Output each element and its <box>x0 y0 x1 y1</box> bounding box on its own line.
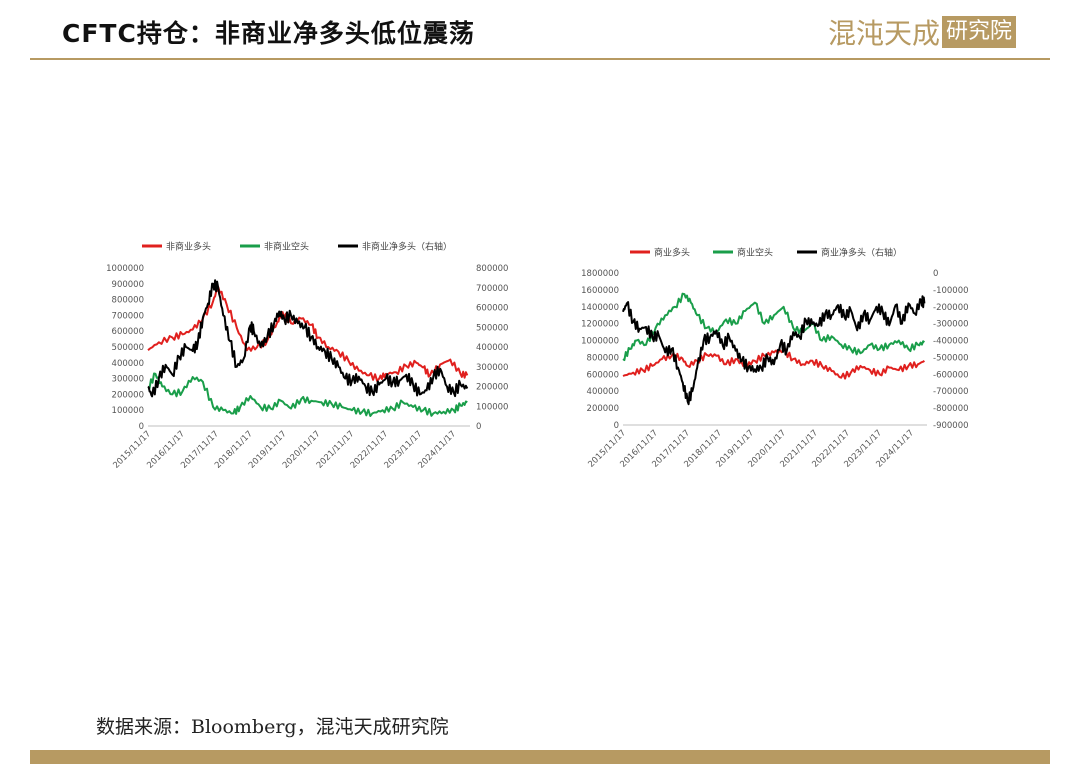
y-left-tick-label: 800000 <box>587 353 619 363</box>
y-left-tick-label: 0 <box>614 421 619 431</box>
y-left-tick-label: 300000 <box>112 375 144 385</box>
y-right-tick-label: -600000 <box>933 370 969 380</box>
series-line-1 <box>147 372 468 417</box>
y-left-tick-label: 700000 <box>112 311 144 321</box>
series-line-1 <box>622 292 925 362</box>
y-right-tick-label: -400000 <box>933 337 969 347</box>
chart-noncommercial-positions: 0 100000 200000 300000 400000 500000 600000 700… <box>106 241 508 471</box>
y-left-tick-label: 600000 <box>587 370 619 380</box>
y-right-tick-label: 600000 <box>476 304 508 314</box>
y-right-tick-label: -700000 <box>933 387 969 397</box>
legend-label: 商业空头 <box>737 247 773 259</box>
y-right-tick-label: -500000 <box>933 353 969 363</box>
y-left-tick-label: 1400000 <box>581 303 619 313</box>
data-source-note: 数据来源：Bloomberg，混沌天成研究院 <box>96 716 449 738</box>
y-left-tick-label: 1000000 <box>106 264 144 274</box>
legend-label: 非商业净多头（右轴） <box>362 241 452 253</box>
y-right-tick-label: 500000 <box>476 323 508 333</box>
legend-label: 非商业多头 <box>166 241 211 253</box>
y-right-tick-label: -900000 <box>933 421 969 431</box>
y-right-tick-label: -300000 <box>933 320 969 330</box>
y-left-tick-label: 400000 <box>587 387 619 397</box>
y-right-tick-label: 200000 <box>476 383 508 393</box>
y-right-tick-label: 800000 <box>476 264 508 274</box>
y-left-tick-label: 800000 <box>112 296 144 306</box>
y-left-tick-label: 400000 <box>112 359 144 369</box>
brand-logo: 混沌天成 研究院 <box>828 12 1017 52</box>
logo-brand-text: 混沌天成 <box>828 17 941 50</box>
y-right-tick-label: -100000 <box>933 286 969 296</box>
legend-label: 商业净多头（右轴） <box>821 247 902 259</box>
y-right-tick-label: -200000 <box>933 303 969 313</box>
y-left-tick-label: 200000 <box>587 404 619 414</box>
y-right-tick-label: 400000 <box>476 343 508 353</box>
y-right-tick-label: 0 <box>476 422 481 432</box>
y-left-tick-label: 1000000 <box>581 337 619 347</box>
header-divider <box>30 58 1050 60</box>
y-left-tick-label: 500000 <box>112 343 144 353</box>
series-line-0 <box>147 286 469 382</box>
chart-commercial-positions: 0 200000 400000 600000 800000 1000000 1200000 1… <box>581 247 968 470</box>
series-line-2 <box>147 279 469 398</box>
y-left-tick-label: 200000 <box>112 390 144 400</box>
y-right-tick-label: 0 <box>933 269 938 279</box>
y-right-tick-label: 300000 <box>476 363 508 373</box>
legend-label: 非商业空头 <box>264 241 309 253</box>
series-line-2 <box>622 295 926 406</box>
logo-stamp: 研究院 <box>942 16 1017 48</box>
legend-label: 商业多头 <box>654 247 690 259</box>
y-left-tick-label: 1800000 <box>581 269 619 279</box>
y-left-tick-label: 100000 <box>112 406 144 416</box>
y-left-tick-label: 1600000 <box>581 286 619 296</box>
y-left-tick-label: 900000 <box>112 280 144 290</box>
y-left-tick-label: 600000 <box>112 327 144 337</box>
page-title: CFTC持仓：非商业净多头低位震荡 <box>62 19 475 48</box>
y-right-tick-label: 700000 <box>476 284 508 294</box>
y-right-tick-label: 100000 <box>476 402 508 412</box>
y-left-tick-label: 1200000 <box>581 320 619 330</box>
y-right-tick-label: -800000 <box>933 404 969 414</box>
footer-bar <box>30 750 1050 764</box>
y-left-tick-label: 0 <box>139 422 144 432</box>
